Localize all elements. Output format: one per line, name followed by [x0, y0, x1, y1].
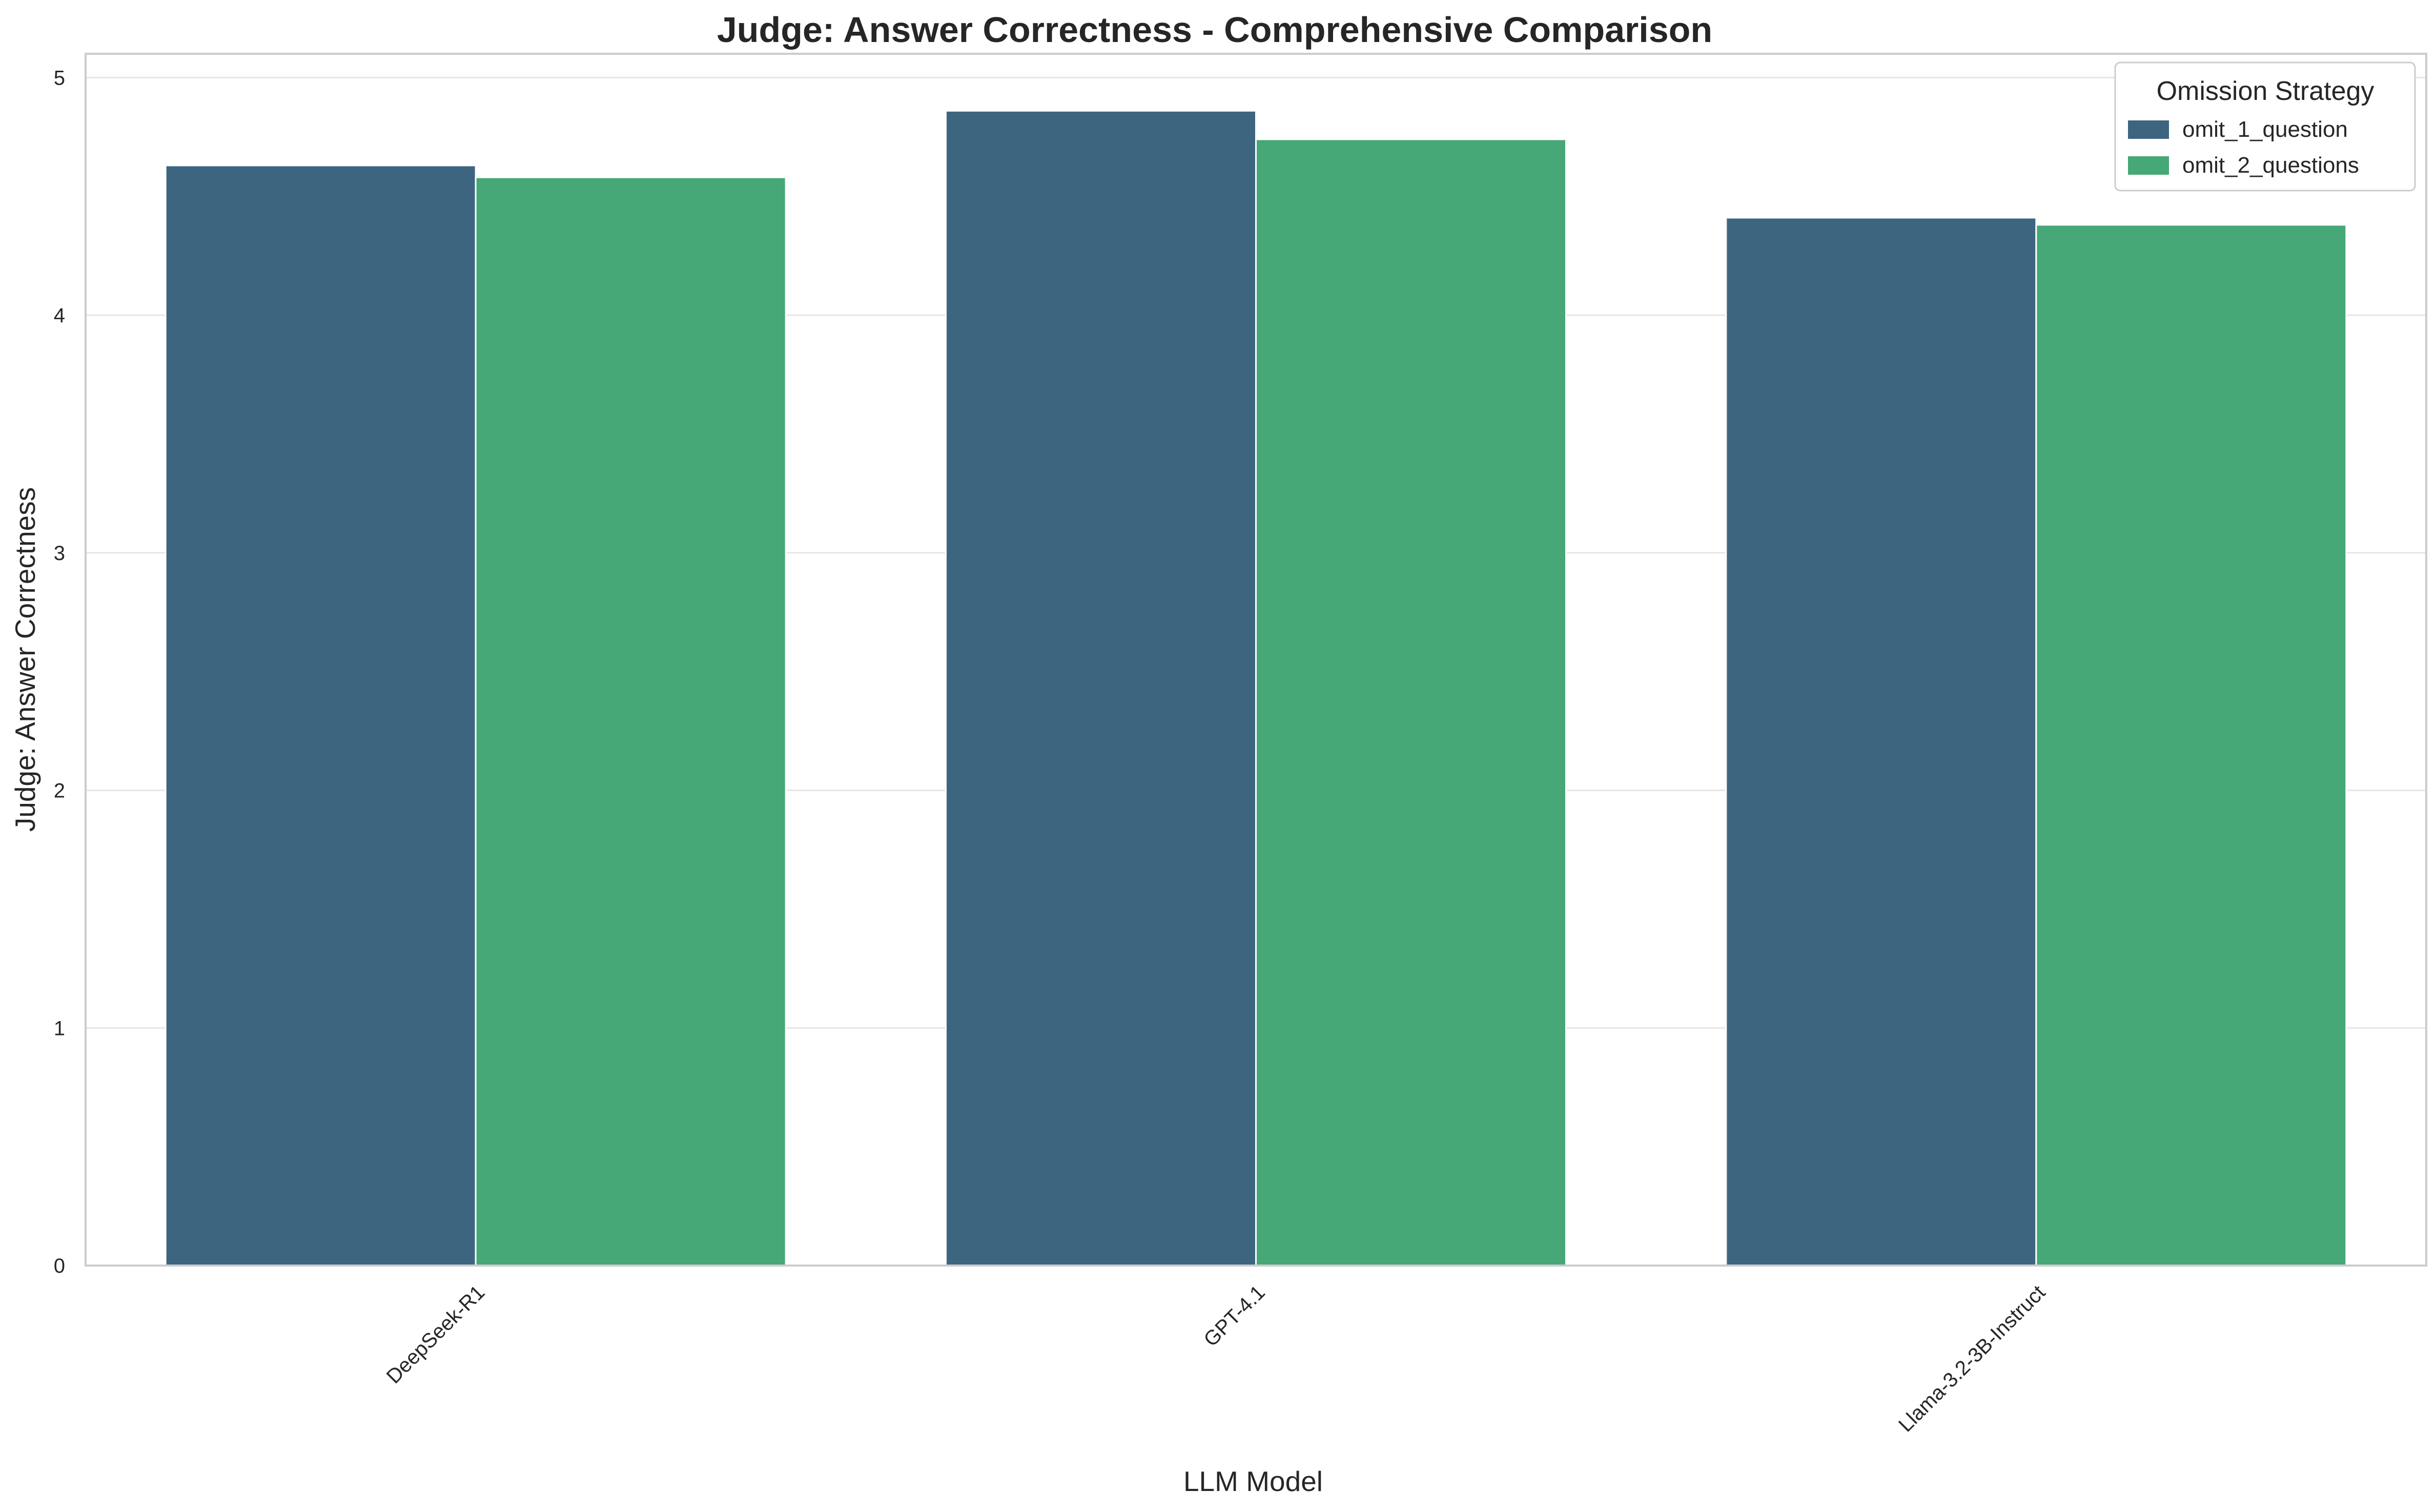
y-axis-label: Judge: Answer Correctness — [9, 487, 41, 832]
plot-frame — [85, 53, 2427, 1267]
bar-omit_1_question-0 — [165, 164, 477, 1267]
legend-swatch — [2128, 120, 2169, 139]
x-tick-label: Llama-3.2-3B-Instruct — [1894, 1281, 2050, 1436]
y-tick-label: 3 — [54, 542, 65, 565]
bar-omit_2_questions-2 — [2035, 224, 2347, 1267]
bar-omit_1_question-2 — [1725, 217, 2037, 1267]
y-tick-label: 4 — [54, 304, 65, 327]
chart-title: Judge: Answer Correctness - Comprehensiv… — [717, 10, 1712, 50]
y-tick-label: 1 — [54, 1017, 65, 1040]
bar-omit_1_question-1 — [945, 110, 1257, 1267]
y-tick-labels: 0 1 2 3 4 5 — [54, 67, 65, 1277]
x-tick-labels: DeepSeek-R1 GPT-4.1 Llama-3.2-3B-Instruct — [382, 1281, 2050, 1436]
y-tick-label: 5 — [54, 67, 65, 89]
x-axis-label: LLM Model — [1183, 1465, 1323, 1497]
legend-title: Omission Strategy — [2157, 76, 2374, 106]
legend-label: omit_2_questions — [2182, 153, 2359, 178]
bar-omit_2_questions-0 — [475, 176, 787, 1267]
y-tick-label: 2 — [54, 780, 65, 802]
legend-label: omit_1_question — [2182, 117, 2348, 142]
x-tick-label: DeepSeek-R1 — [382, 1281, 489, 1388]
legend-frame — [2114, 61, 2416, 192]
legend: Omission Strategy omit_1_question omit_2_… — [2114, 61, 2416, 192]
y-tick-label: 0 — [54, 1255, 65, 1277]
legend-swatch — [2128, 156, 2169, 175]
x-tick-label: GPT-4.1 — [1199, 1281, 1269, 1351]
bar-omit_2_questions-1 — [1255, 138, 1567, 1267]
bars — [165, 110, 2347, 1267]
